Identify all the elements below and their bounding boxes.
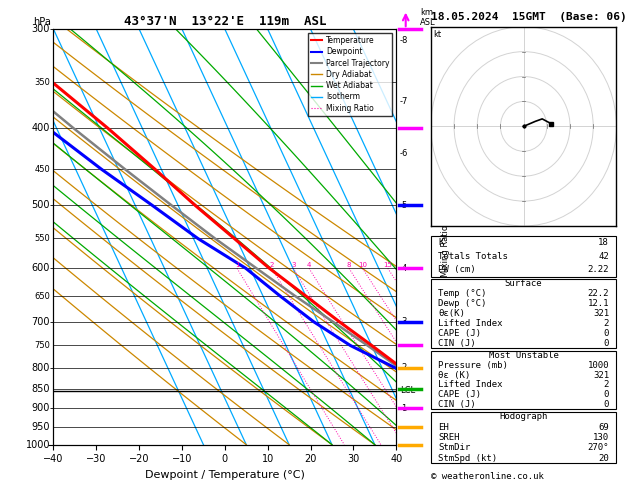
Text: 130: 130 (593, 433, 609, 442)
Text: -8: -8 (399, 36, 408, 45)
Text: -5: -5 (399, 201, 408, 210)
Text: LCL: LCL (399, 386, 415, 395)
Text: 0: 0 (604, 329, 609, 338)
Text: Dewp (°C): Dewp (°C) (438, 299, 487, 308)
Text: 321: 321 (593, 371, 609, 380)
Text: 3: 3 (291, 262, 296, 268)
Text: SREH: SREH (438, 433, 460, 442)
Text: Surface: Surface (505, 279, 542, 288)
Text: hPa: hPa (33, 17, 51, 27)
Text: -3: -3 (399, 317, 408, 326)
Text: Lifted Index: Lifted Index (438, 319, 503, 328)
Text: 500: 500 (31, 200, 50, 210)
Text: StmSpd (kt): StmSpd (kt) (438, 454, 498, 463)
Text: 0: 0 (604, 339, 609, 348)
Text: 12.1: 12.1 (587, 299, 609, 308)
Text: 69: 69 (598, 423, 609, 432)
Text: 550: 550 (35, 234, 50, 243)
Text: PW (cm): PW (cm) (438, 265, 476, 274)
Text: 2: 2 (604, 381, 609, 389)
Text: Lifted Index: Lifted Index (438, 381, 503, 389)
Text: 600: 600 (31, 263, 50, 274)
Text: kt: kt (433, 30, 442, 39)
Text: 900: 900 (31, 403, 50, 413)
Text: Pressure (mb): Pressure (mb) (438, 361, 508, 370)
Text: 650: 650 (34, 292, 50, 300)
Text: 2: 2 (270, 262, 274, 268)
Text: 1000: 1000 (26, 440, 50, 450)
Text: 950: 950 (31, 422, 50, 432)
Text: 1000: 1000 (587, 361, 609, 370)
Text: EH: EH (438, 423, 449, 432)
Text: -7: -7 (399, 97, 408, 106)
Text: 18: 18 (598, 238, 609, 247)
Text: 321: 321 (593, 309, 609, 318)
X-axis label: Dewpoint / Temperature (°C): Dewpoint / Temperature (°C) (145, 470, 305, 480)
Text: K: K (438, 238, 443, 247)
Text: 400: 400 (31, 123, 50, 134)
Text: 350: 350 (34, 78, 50, 87)
Text: -6: -6 (399, 149, 408, 158)
Text: CAPE (J): CAPE (J) (438, 390, 481, 399)
Text: 20: 20 (598, 454, 609, 463)
Text: 0: 0 (604, 390, 609, 399)
Text: Mixing Ratio (g/kg): Mixing Ratio (g/kg) (441, 197, 450, 277)
Text: 750: 750 (34, 341, 50, 350)
Text: 8: 8 (347, 262, 352, 268)
Text: 15: 15 (384, 262, 392, 268)
Bar (431, 412, 616, 464)
Text: 4: 4 (307, 262, 311, 268)
Text: 18.05.2024  15GMT  (Base: 06): 18.05.2024 15GMT (Base: 06) (431, 12, 626, 22)
Text: 270°: 270° (587, 443, 609, 452)
Text: 10: 10 (358, 262, 367, 268)
Text: © weatheronline.co.uk: © weatheronline.co.uk (431, 472, 543, 481)
Text: 450: 450 (35, 165, 50, 174)
Bar (431, 236, 616, 277)
Text: 2: 2 (604, 319, 609, 328)
Text: 850: 850 (31, 383, 50, 394)
Text: 800: 800 (31, 363, 50, 373)
Text: -2: -2 (399, 363, 408, 372)
Text: 1: 1 (235, 262, 240, 268)
Text: θε (K): θε (K) (438, 371, 470, 380)
Bar (431, 279, 616, 348)
Text: -4: -4 (399, 264, 408, 273)
Legend: Temperature, Dewpoint, Parcel Trajectory, Dry Adiabat, Wet Adiabat, Isotherm, Mi: Temperature, Dewpoint, Parcel Trajectory… (308, 33, 392, 116)
Text: 0: 0 (604, 400, 609, 409)
Title: 43°37'N  13°22'E  119m  ASL: 43°37'N 13°22'E 119m ASL (124, 15, 326, 28)
Text: Temp (°C): Temp (°C) (438, 289, 487, 298)
Text: Hodograph: Hodograph (499, 412, 548, 421)
Text: km
ASL: km ASL (420, 8, 436, 27)
Text: CAPE (J): CAPE (J) (438, 329, 481, 338)
Text: StmDir: StmDir (438, 443, 470, 452)
Text: -1: -1 (399, 404, 408, 413)
Text: CIN (J): CIN (J) (438, 400, 476, 409)
Text: θε(K): θε(K) (438, 309, 465, 318)
Text: Most Unstable: Most Unstable (489, 351, 559, 360)
Text: 42: 42 (598, 252, 609, 260)
Text: CIN (J): CIN (J) (438, 339, 476, 348)
Text: 700: 700 (31, 316, 50, 327)
Text: 22.2: 22.2 (587, 289, 609, 298)
Text: 300: 300 (31, 24, 50, 34)
Text: Totals Totals: Totals Totals (438, 252, 508, 260)
Text: 2.22: 2.22 (587, 265, 609, 274)
Bar (431, 351, 616, 409)
